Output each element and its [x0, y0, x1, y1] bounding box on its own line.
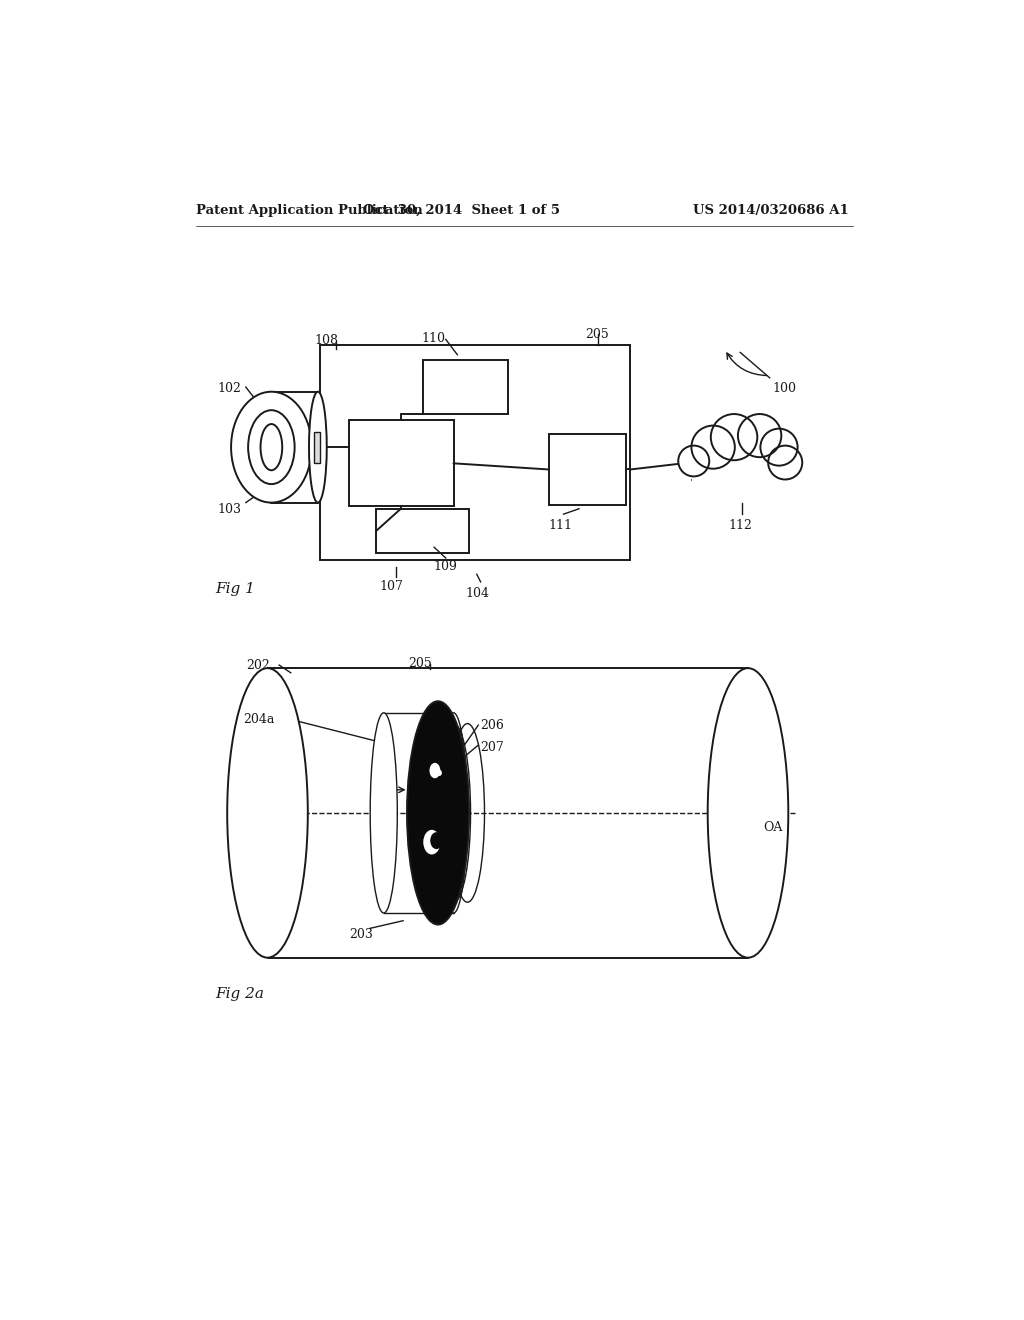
- Circle shape: [768, 446, 802, 479]
- Ellipse shape: [371, 713, 397, 913]
- Text: 204a: 204a: [243, 713, 274, 726]
- Circle shape: [691, 425, 735, 469]
- Text: 102: 102: [217, 381, 241, 395]
- Bar: [376, 508, 469, 553]
- Text: 111: 111: [548, 519, 572, 532]
- Text: 109: 109: [433, 560, 458, 573]
- Ellipse shape: [407, 701, 469, 924]
- Ellipse shape: [231, 392, 311, 503]
- Ellipse shape: [260, 424, 283, 470]
- Text: Oct. 30, 2014  Sheet 1 of 5: Oct. 30, 2014 Sheet 1 of 5: [362, 205, 560, 218]
- Bar: [321, 345, 630, 560]
- Text: 206: 206: [480, 719, 505, 733]
- Text: 104: 104: [465, 586, 489, 599]
- Text: OA: OA: [764, 821, 783, 834]
- Text: Fig 2a: Fig 2a: [215, 987, 264, 1001]
- Text: 205: 205: [586, 327, 609, 341]
- Text: 112: 112: [729, 519, 753, 532]
- Text: 100: 100: [773, 381, 797, 395]
- Bar: [349, 420, 454, 507]
- Bar: [692, 447, 805, 480]
- Ellipse shape: [440, 713, 467, 913]
- Text: Fig 1: Fig 1: [215, 582, 255, 595]
- Text: 107: 107: [380, 581, 403, 594]
- Bar: [314, 432, 321, 462]
- Text: US 2014/0320686 A1: US 2014/0320686 A1: [693, 205, 849, 218]
- Text: 108: 108: [314, 334, 338, 347]
- Ellipse shape: [423, 830, 440, 854]
- Ellipse shape: [430, 832, 442, 849]
- Circle shape: [738, 414, 781, 457]
- Ellipse shape: [437, 770, 442, 776]
- Bar: [423, 360, 508, 414]
- Text: 205: 205: [409, 657, 432, 671]
- Text: 110: 110: [421, 331, 445, 345]
- Circle shape: [711, 414, 758, 461]
- Text: 202: 202: [246, 659, 269, 672]
- Ellipse shape: [309, 392, 327, 503]
- Ellipse shape: [227, 668, 308, 958]
- Text: 203: 203: [349, 928, 373, 941]
- Circle shape: [678, 446, 710, 477]
- Circle shape: [761, 429, 798, 466]
- Text: Patent Application Publication: Patent Application Publication: [197, 205, 423, 218]
- Text: 207: 207: [480, 741, 505, 754]
- Text: 103: 103: [217, 503, 241, 516]
- Ellipse shape: [248, 411, 295, 484]
- Bar: [549, 434, 627, 506]
- Ellipse shape: [429, 763, 440, 779]
- Ellipse shape: [708, 668, 788, 958]
